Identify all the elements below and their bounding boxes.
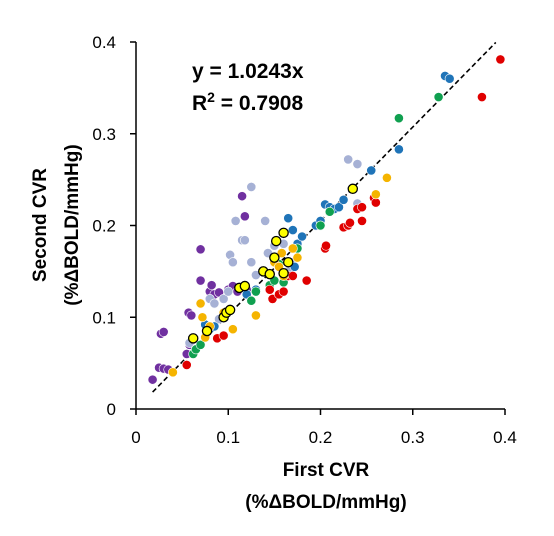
data-point [315,220,326,231]
data-point [357,216,367,226]
data-point [246,182,257,192]
data-point [187,333,199,344]
data-point [227,257,238,268]
data-point [287,243,298,254]
data-point [292,252,303,263]
data-point [186,310,197,321]
data-point [347,183,359,195]
data-point [324,206,335,217]
x-axis-units: (%ΔBOLD/mmHg) [245,492,406,513]
data-point [278,286,289,297]
data-point [206,280,217,291]
data-point [223,286,234,297]
data-point [278,227,289,239]
series-6 [187,183,359,344]
data-point [237,191,247,202]
data-point [338,194,349,205]
data-point [218,330,229,341]
data-point [230,216,241,226]
data-point [357,202,367,213]
data-point [246,295,257,306]
data-point [197,312,208,323]
data-point [352,159,363,169]
data-point [264,284,275,295]
data-point [394,113,404,124]
data-point [239,235,250,246]
x-tick-label: 0.3 [401,428,425,447]
data-point [366,165,377,176]
y-axis-title: Second CVR [30,168,51,282]
data-point [370,197,381,208]
y-tick-label: 0.3 [92,125,116,144]
data-point [181,360,192,370]
series-5 [167,172,392,378]
data-point [239,211,250,222]
data-point [382,172,392,183]
equation-label: y = 1.0243x [192,60,304,83]
y-tick-label: 0.4 [92,33,116,52]
data-point [477,92,487,102]
data-point [433,92,444,102]
data-point [283,213,294,224]
data-point [345,217,355,228]
data-point [195,275,206,286]
data-point [287,271,298,281]
data-point [264,268,276,280]
x-tick-label: 0.2 [309,428,333,447]
data-point [495,54,506,65]
r-squared-label: R2 = 0.7908 [192,89,303,115]
y-tick-label: 0 [107,400,116,419]
data-point [270,235,282,247]
x-axis-title: First CVR [283,460,370,481]
data-point [239,280,251,292]
data-point [195,339,206,350]
data-point [251,310,261,321]
data-point [218,293,229,304]
y-tick-label: 0.1 [92,308,116,327]
x-tick-label: 0.1 [216,428,240,447]
y-axis-units: (%ΔBOLD/mmHg) [62,144,83,305]
data-point [276,248,287,258]
data-point [201,325,213,337]
data-point [444,73,455,84]
data-point [158,327,169,337]
data-points-layer [147,54,506,385]
data-point [282,256,294,268]
data-point [269,252,280,263]
data-point [394,144,404,155]
y-tick-label: 0.2 [92,217,116,236]
data-point [260,216,271,226]
data-point [195,298,206,309]
data-point [167,367,178,378]
data-point [321,240,331,251]
data-point [246,257,257,268]
x-tick-label: 0.4 [493,428,517,447]
data-point [334,202,344,213]
data-point [227,324,238,335]
x-tick-label: 0 [131,428,140,447]
data-point [370,189,381,200]
data-point [224,304,236,316]
data-point [287,225,298,235]
data-point [147,374,158,385]
axes: 0 0.1 0.2 0.3 0.4 0 0.1 0.2 0.3 0.4 [92,33,516,447]
data-point [343,154,354,165]
data-point [278,267,289,279]
data-point [209,298,220,309]
data-point [195,244,206,255]
data-point [301,275,312,286]
data-point [251,286,261,297]
data-point [297,231,307,242]
